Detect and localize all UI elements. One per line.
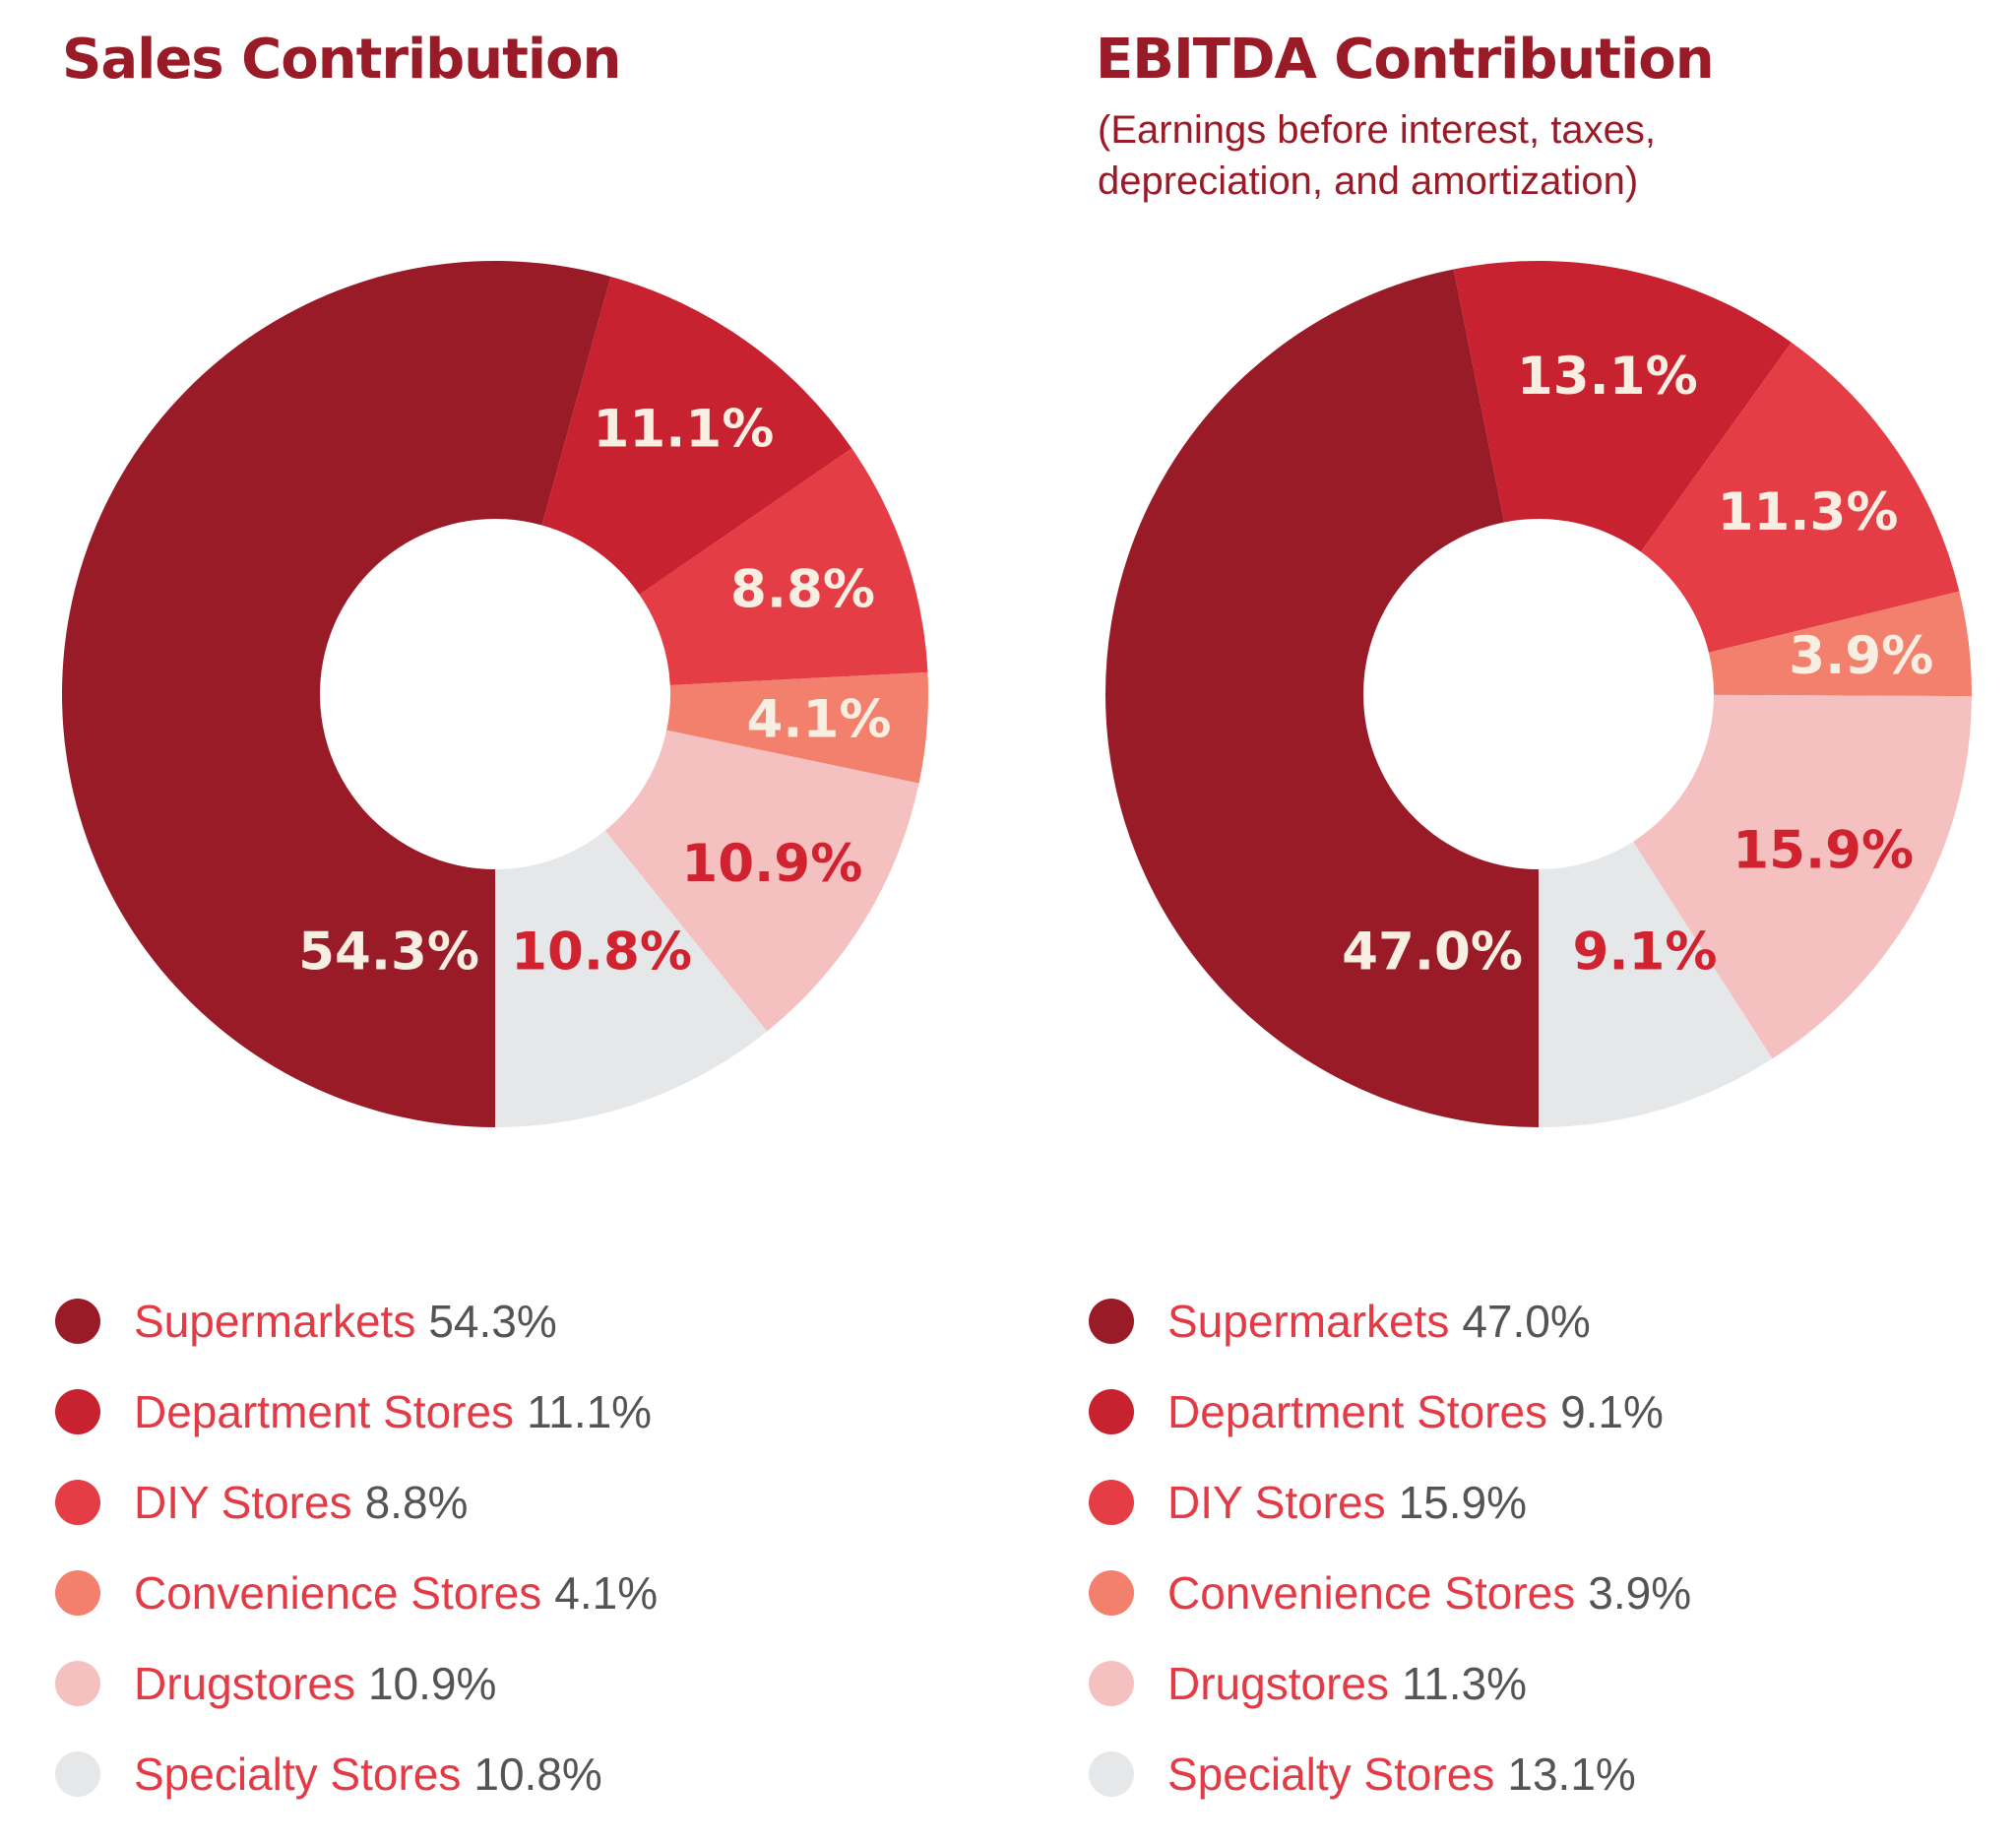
legend-swatch-icon [1089, 1661, 1134, 1706]
sales-chart-title: Sales Contribution [62, 28, 621, 92]
legend-label: Convenience Stores [1167, 1567, 1576, 1619]
ebitda-data-label-drugstores: 15.9% [1732, 820, 1914, 880]
ebitda-slice-diy-stores [1640, 342, 1960, 653]
ebitda-slice-specialty-stores [1539, 841, 1773, 1127]
legend-label: Department Stores [1167, 1386, 1548, 1437]
sales-contribution-panel: Sales Contribution 54.3% 11.1% 8.8% 4.1% 10.… [55, 28, 928, 1819]
legend-label: Drugstores [134, 1658, 355, 1709]
legend-value: 54.3% [428, 1296, 557, 1347]
sales-legend: Supermarkets 54.3% Department Stores 11.1% D… [55, 1276, 658, 1819]
legend-swatch-icon [1089, 1389, 1134, 1434]
ebitda-slice-supermarkets [1104, 269, 1539, 1127]
sales-legend-item-drugstores: Drugstores 10.9% [55, 1638, 658, 1729]
ebitda-legend: Supermarkets 47.0% Department Stores 9.1% DI… [1089, 1276, 1691, 1819]
ebitda-legend-item-convenience-stores: Convenience Stores 3.9% [1089, 1548, 1691, 1638]
ebitda-slice-drugstores [1633, 694, 1972, 1059]
ebitda-legend-item-diy-stores: DIY Stores 15.9% [1089, 1457, 1691, 1548]
sales-slice-specialty-stores [495, 830, 768, 1127]
legend-value: 10.9% [367, 1658, 497, 1709]
legend-value: 3.9% [1588, 1567, 1692, 1619]
legend-swatch-icon [55, 1389, 100, 1434]
sales-slice-diy-stores [639, 448, 928, 686]
legend-value: 11.3% [1401, 1658, 1527, 1709]
ebitda-slice-department-stores [1453, 260, 1792, 552]
legend-label: DIY Stores [1167, 1477, 1386, 1528]
legend-swatch-icon [1089, 1751, 1134, 1797]
sales-data-label-convenience-stores: 4.1% [746, 689, 891, 749]
legend-swatch-icon [1089, 1299, 1134, 1344]
legend-swatch-icon [55, 1751, 100, 1797]
legend-label: Specialty Stores [1167, 1749, 1495, 1800]
legend-value: 10.8% [473, 1749, 602, 1800]
legend-label: Specialty Stores [134, 1749, 462, 1800]
ebitda-legend-item-supermarkets: Supermarkets 47.0% [1089, 1276, 1691, 1367]
legend-label: Convenience Stores [134, 1567, 542, 1619]
sales-data-label-specialty-stores: 10.8% [511, 922, 692, 983]
ebitda-legend-item-drugstores: Drugstores 11.3% [1089, 1638, 1691, 1729]
legend-swatch-icon [1089, 1480, 1134, 1525]
legend-swatch-icon [55, 1299, 100, 1344]
sales-data-label-diy-stores: 8.8% [730, 560, 875, 620]
ebitda-legend-item-department-stores: Department Stores 9.1% [1089, 1367, 1691, 1457]
legend-label: DIY Stores [134, 1477, 352, 1528]
legend-value: 11.1% [527, 1386, 653, 1437]
ebitda-data-label-department-stores: 13.1% [1517, 347, 1698, 407]
sales-slice-supermarkets [61, 260, 611, 1127]
sales-slice-convenience-stores [666, 671, 928, 784]
ebitda-chart-subtitle: (Earnings before interest, taxes, deprec… [1098, 108, 1656, 203]
legend-swatch-icon [1089, 1570, 1134, 1616]
legend-swatch-icon [55, 1570, 100, 1616]
legend-value: 13.1% [1507, 1749, 1636, 1800]
legend-value: 15.9% [1398, 1477, 1528, 1528]
sales-donut-chart: 54.3% 11.1% 8.8% 4.1% 10.9% 10.8% [61, 260, 928, 1127]
sales-legend-item-specialty-stores: Specialty Stores 10.8% [55, 1729, 658, 1819]
sales-legend-item-department-stores: Department Stores 11.1% [55, 1367, 658, 1457]
ebitda-donut-chart: 47.0% 13.1% 11.3% 3.9% 15.9%9.1% [1104, 260, 1972, 1127]
legend-value: 9.1% [1560, 1386, 1664, 1437]
ebitda-contribution-panel: EBITDA Contribution (Earnings before int… [1034, 0, 2016, 1844]
sales-legend-item-diy-stores: DIY Stores 8.8% [55, 1457, 658, 1548]
sales-slice-department-stores [541, 276, 852, 596]
sales-data-label-supermarkets: 54.3% [298, 922, 479, 983]
sales-data-label-department-stores: 11.1% [594, 400, 775, 460]
sales-slice-drugstores [604, 730, 919, 1032]
ebitda-chart-title: EBITDA Contribution [1096, 28, 1715, 92]
legend-label: Department Stores [134, 1386, 515, 1437]
sales-legend-item-supermarkets: Supermarkets 54.3% [55, 1276, 658, 1367]
legend-value: 8.8% [364, 1477, 469, 1528]
ebitda-data-label-specialty-stores: 9.1% [1573, 922, 1718, 983]
legend-swatch-icon [55, 1661, 100, 1706]
legend-label: Supermarkets [1167, 1296, 1450, 1347]
ebitda-legend-item-specialty-stores: Specialty Stores 13.1% [1089, 1729, 1691, 1819]
legend-value: 47.0% [1462, 1296, 1591, 1347]
legend-label: Drugstores [1167, 1658, 1389, 1709]
ebitda-slice-convenience-stores [1708, 591, 1972, 697]
sales-data-label-drugstores: 10.9% [681, 834, 862, 894]
ebitda-data-label-convenience-stores: 3.9% [1789, 626, 1933, 686]
legend-label: Supermarkets [134, 1296, 416, 1347]
ebitda-data-label-diy-stores: 11.3% [1718, 482, 1899, 542]
legend-swatch-icon [55, 1480, 100, 1525]
ebitda-data-label-supermarkets: 47.0% [1342, 922, 1523, 983]
legend-value: 4.1% [554, 1567, 659, 1619]
sales-legend-item-convenience-stores: Convenience Stores 4.1% [55, 1548, 658, 1638]
